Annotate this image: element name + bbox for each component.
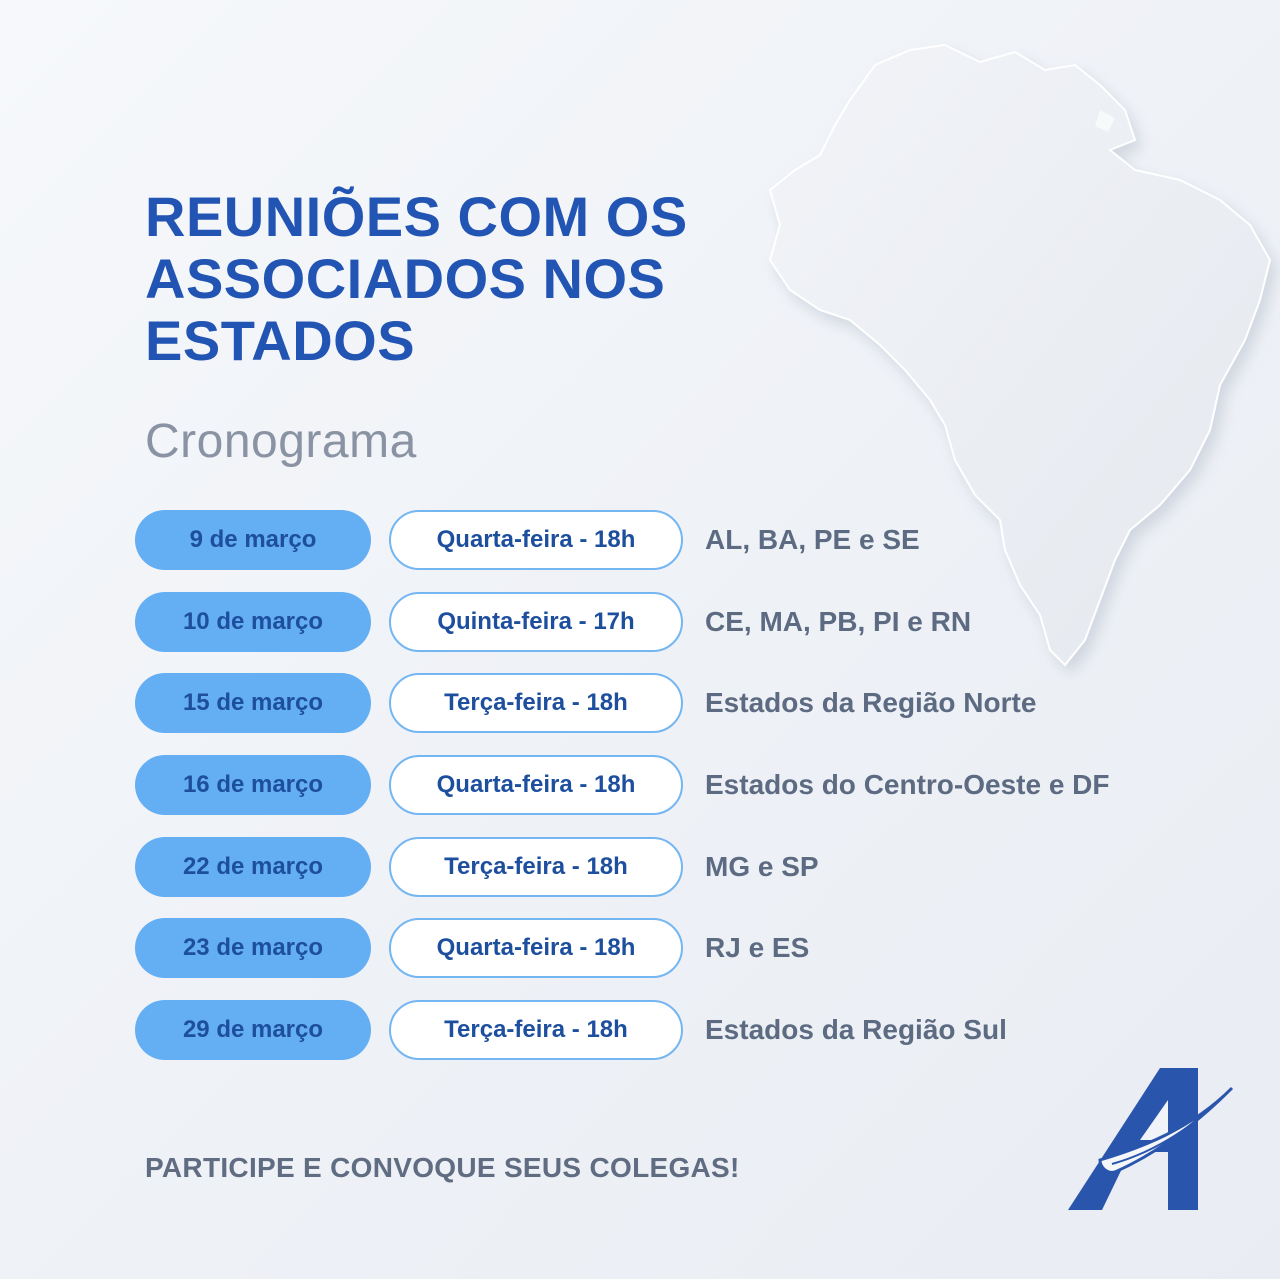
date-pill: 16 de março [135, 755, 371, 816]
page-subtitle: Cronograma [145, 415, 417, 468]
states-label: MG e SP [705, 850, 819, 882]
states-label: CE, MA, PB, PI e RN [705, 605, 972, 637]
page-title: REUNIÕES COM OS ASSOCIADOS NOS ESTADOS [145, 186, 688, 372]
title-line-1: REUNIÕES COM OS [145, 185, 688, 248]
date-pill: 23 de março [135, 918, 371, 979]
day-time-pill: Terça-feira - 18h [389, 673, 683, 734]
day-time-pill: Terça-feira - 18h [389, 1000, 683, 1061]
date-pill: 10 de março [135, 591, 371, 652]
letter-a-logo-icon [1068, 1068, 1234, 1210]
schedule-row: 22 de março Terça-feira - 18h MG e SP [135, 836, 1235, 897]
date-pill: 29 de março [135, 1000, 371, 1061]
day-time-pill: Quarta-feira - 18h [389, 918, 683, 979]
title-line-3: ESTADOS [145, 309, 416, 372]
day-time-pill: Terça-feira - 18h [389, 836, 683, 897]
day-time-pill: Quarta-feira - 18h [389, 755, 683, 816]
schedule-row: 16 de março Quarta-feira - 18h Estados d… [135, 755, 1235, 816]
day-time-pill: Quarta-feira - 18h [389, 510, 683, 570]
states-label: Estados do Centro-Oeste e DF [705, 769, 1110, 801]
schedule-row: 15 de março Terça-feira - 18h Estados da… [135, 673, 1235, 734]
schedule-row: 29 de março Terça-feira - 18h Estados da… [135, 1000, 1235, 1061]
date-pill: 15 de março [135, 673, 371, 734]
schedule-row: 9 de março Quarta-feira - 18h AL, BA, PE… [135, 510, 1235, 570]
date-pill: 22 de março [135, 836, 371, 897]
states-label: RJ e ES [705, 932, 810, 964]
day-time-pill: Quinta-feira - 17h [389, 591, 683, 652]
schedule-row: 10 de março Quinta-feira - 17h CE, MA, P… [135, 591, 1235, 652]
states-label: AL, BA, PE e SE [705, 524, 920, 555]
brazil-map-icon [768, 43, 1272, 667]
date-pill: 9 de março [135, 510, 371, 570]
call-to-action: PARTICIPE E CONVOQUE SEUS COLEGAS! [145, 1152, 740, 1183]
schedule-list: 9 de março Quarta-feira - 18h AL, BA, PE… [135, 510, 1235, 1082]
states-label: Estados da Região Norte [705, 687, 1037, 719]
title-line-2: ASSOCIADOS NOS [145, 247, 666, 310]
states-label: Estados da Região Sul [705, 1014, 1007, 1046]
schedule-row: 23 de março Quarta-feira - 18h RJ e ES [135, 918, 1235, 979]
